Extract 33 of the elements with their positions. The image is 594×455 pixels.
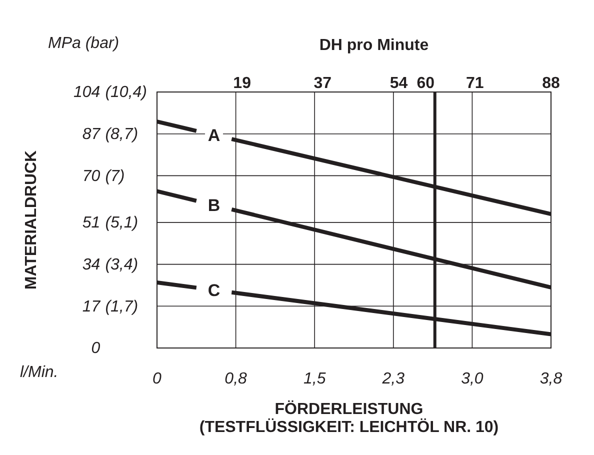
- x-tick-label: 2,3: [381, 370, 405, 388]
- y-tick-label: 34: [82, 256, 100, 274]
- series-label: B: [208, 196, 220, 216]
- x2-axis-title: DH pro Minute: [319, 37, 429, 54]
- series-label: A: [208, 126, 220, 145]
- y2-tick-label: (8,7): [105, 126, 138, 143]
- x-tick-label: 3,0: [461, 370, 484, 388]
- x-axis-title: FÖRDERLEISTUNG (TESTFLÜSSIGKEIT: LEICHTÖL NR. 10): [199, 400, 499, 436]
- text: l/Min.: [20, 364, 58, 381]
- x2-tick-label: 37: [314, 75, 332, 92]
- y2-tick-label: (3,4): [105, 256, 138, 274]
- x-tick-label: 3,8: [540, 370, 562, 388]
- text: MPa (bar): [48, 35, 120, 52]
- x2-tick-label: 88: [542, 75, 560, 92]
- y-tick-label: 17: [82, 298, 102, 316]
- series-label: C: [208, 281, 220, 300]
- x-tick-label: 1,5: [303, 370, 326, 388]
- y-tick-label: 104: [74, 84, 100, 102]
- x2-tick-label: 54: [390, 75, 408, 92]
- y-tick-label: 70: [82, 168, 100, 185]
- y-axis-title: MATERIALDRUCK: [23, 150, 40, 290]
- y2-tick-label: (7): [105, 168, 125, 185]
- y2-tick-label: (5,1): [105, 214, 138, 232]
- x2-tick-label: 19: [233, 75, 252, 92]
- y-tick-label: 51: [82, 214, 100, 232]
- y2-tick-label: (1,7): [105, 298, 138, 316]
- y2-tick-label: (10,4): [105, 84, 147, 102]
- x-tick-label: 0,8: [224, 370, 248, 388]
- x2-tick-label: 71: [466, 75, 484, 92]
- y-tick-label: 87: [82, 126, 102, 143]
- x-tick-label: 0: [152, 370, 162, 388]
- x2-tick-label: 60: [416, 75, 435, 92]
- y-tick-label: 0: [91, 340, 100, 358]
